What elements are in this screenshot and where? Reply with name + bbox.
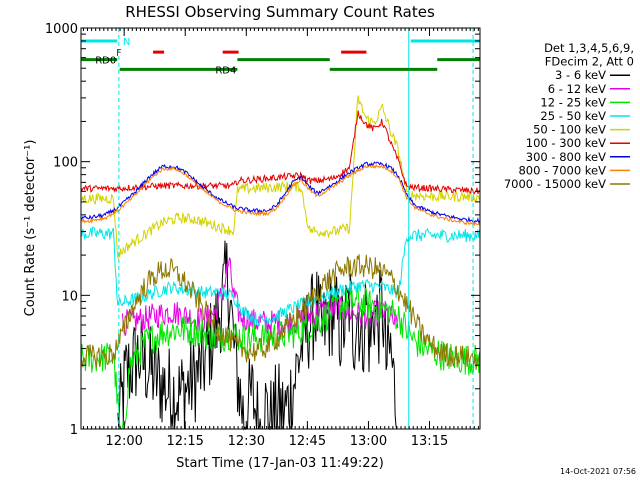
legend-label-800-7000-kev: 800 - 7000 keV: [518, 163, 606, 177]
legend-label-25-50-kev: 25 - 50 keV: [540, 109, 606, 123]
y-tick-label: 10: [61, 289, 78, 304]
legend-label-100-300-kev: 100 - 300 keV: [526, 136, 606, 150]
x-tick-label: 13:00: [350, 434, 387, 449]
y-axis-title: Count Rate (s⁻¹ detector⁻¹): [23, 140, 38, 317]
x-axis-title: Start Time (17-Jan-03 11:49:22): [176, 456, 384, 471]
legend-header-2: FDecim 2, Att 0: [545, 55, 634, 69]
series-line-300-800-kev: [80, 161, 481, 225]
y-tick-label: 1: [70, 423, 78, 438]
legend: Det 1,3,4,5,6,9,FDecim 2, Att 03 - 6 keV…: [504, 41, 634, 191]
flag-letter-f: F: [116, 48, 122, 59]
series-line-7000-15000-kev: [80, 254, 481, 370]
legend-label-300-800-kev: 300 - 800 keV: [526, 150, 606, 164]
legend-label-12-25-kev: 12 - 25 keV: [540, 95, 606, 109]
x-tick-label: 12:00: [105, 434, 142, 449]
series-group: [80, 95, 481, 431]
series-line-6-12-kev: [121, 257, 399, 336]
x-tick-label: 12:30: [228, 434, 265, 449]
legend-label-7000-15000-kev: 7000 - 15000 keV: [504, 177, 606, 191]
legend-label-6-12-kev: 6 - 12 keV: [548, 82, 606, 96]
axes: 12:00 12:15 12:30 12:45 13:00 13:15 1 10 100 1000: [45, 22, 480, 449]
flag-bars: RD0 RD4 NF: [81, 37, 480, 76]
series-line-12-25-kev: [80, 286, 481, 430]
plot-frame: [80, 27, 481, 430]
timestamp-stamp: 14-Oct-2021 07:56: [560, 467, 636, 476]
series-line-25-50-kev: [80, 226, 481, 327]
y-tick-label: 1000: [45, 22, 78, 37]
legend-label-50-100-kev: 50 - 100 keV: [533, 123, 606, 137]
flag-label-rd4: RD4: [215, 65, 236, 76]
chart-title: RHESSI Observing Summary Count Rates: [125, 3, 435, 21]
y-tick-label: 100: [53, 156, 78, 171]
series-line-50-100-kev: [80, 95, 481, 259]
series-line-100-300-kev: [80, 110, 481, 195]
x-tick-label: 13:15: [411, 434, 448, 449]
x-tick-label: 12:45: [289, 434, 326, 449]
series-line-800-7000-kev: [80, 163, 481, 227]
series-line-3-6-kev: [117, 240, 398, 431]
flag-label-rd0: RD0: [95, 56, 116, 67]
legend-header-1: Det 1,3,4,5,6,9,: [544, 41, 634, 55]
legend-label-3-6-kev: 3 - 6 keV: [555, 68, 606, 82]
vertical-markers: [118, 28, 474, 429]
x-tick-label: 12:15: [166, 434, 203, 449]
flag-letter-n: N: [123, 37, 130, 48]
